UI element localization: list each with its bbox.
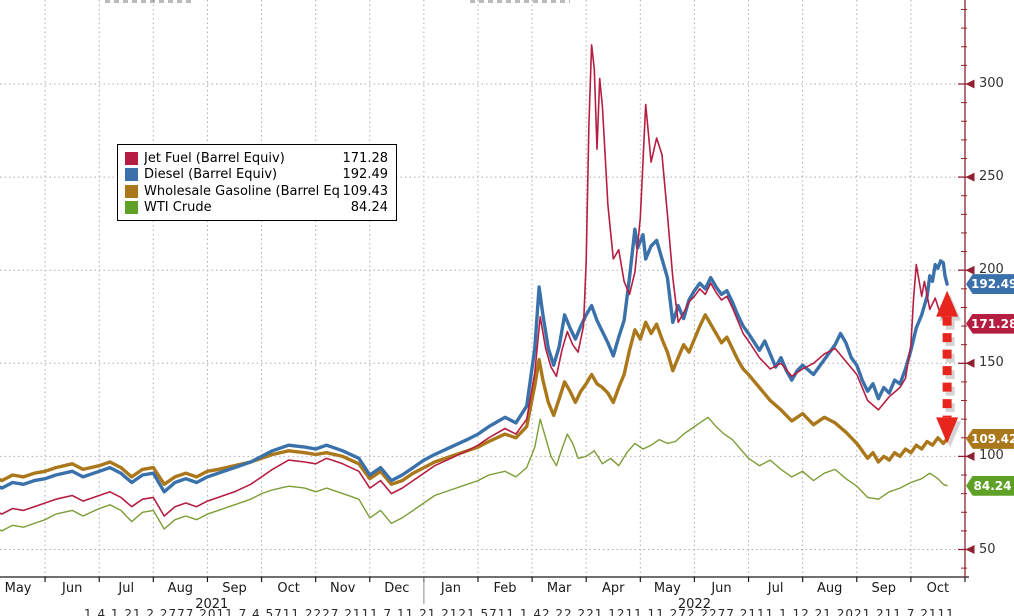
x-tick-label: Nov <box>330 581 356 596</box>
chart-legend: Jet Fuel (Barrel Equiv) 171.28 Diesel (Bar… <box>117 144 397 221</box>
cropped-footer-text: 1 4 1 21 2 2777 2011 7 4 5711 2227 2111 … <box>84 607 955 616</box>
legend-swatch-icon <box>125 151 138 165</box>
legend-series-label: Diesel (Barrel Equiv) <box>144 167 278 183</box>
legend-series-label: Wholesale Gasoline (Barrel Equiv) <box>144 183 339 199</box>
x-tick-label: Jun <box>62 581 83 596</box>
x-tick-label: Aug <box>167 581 194 596</box>
x-tick-label: Mar <box>546 581 572 596</box>
y-tick-label: 200 <box>979 262 1004 278</box>
series-line-wholesale-gasoline-barrel-equiv <box>0 313 949 486</box>
price-badge: 84.24 <box>966 475 1014 496</box>
y-axis <box>958 0 975 577</box>
series-line-diesel-barrel-equiv <box>0 227 949 494</box>
x-tick-label: Feb <box>493 581 517 596</box>
legend-swatch-icon <box>125 168 138 182</box>
legend-series-value: 109.43 <box>342 183 389 199</box>
year-label: 2021 <box>195 597 229 612</box>
x-tick-label: Sep <box>871 581 897 596</box>
year-label: 2022 <box>677 597 711 612</box>
x-tick-label: Oct <box>277 581 300 596</box>
y-tick-label: 100 <box>979 448 1004 464</box>
series-line-jet-fuel-barrel-equiv <box>0 44 948 517</box>
grid-lines <box>0 0 965 577</box>
x-axis <box>0 576 969 604</box>
legend-item: Diesel (Barrel Equiv) 192.49 <box>125 167 388 184</box>
legend-item: WTI Crude 84.24 <box>125 200 388 217</box>
legend-series-label: WTI Crude <box>144 200 212 216</box>
cropped-title-remnant <box>105 0 193 3</box>
legend-series-label: Jet Fuel (Barrel Equiv) <box>144 150 285 166</box>
price-badge: 192.49 <box>966 274 1014 295</box>
x-tick-label: Jul <box>118 581 135 596</box>
x-tick-label: Aug <box>817 581 843 596</box>
y-tick-label: 250 <box>979 169 1004 185</box>
x-tick-label: Jun <box>711 581 732 596</box>
x-tick-label: May <box>653 581 681 596</box>
x-tick-label: May <box>4 581 32 596</box>
legend-series-value: 192.49 <box>342 167 389 183</box>
x-tick-label: Dec <box>384 581 410 596</box>
y-tick-label: 300 <box>979 76 1004 91</box>
price-badge: 109.42 <box>966 428 1014 449</box>
x-tick-label: Apr <box>602 581 625 596</box>
series-line-wti-crude <box>0 416 948 532</box>
y-tick-label: 50 <box>979 541 996 557</box>
legend-item: Jet Fuel (Barrel Equiv) 171.28 <box>125 150 388 167</box>
legend-series-value: 84.24 <box>350 200 388 216</box>
x-tick-label: Sep <box>222 581 247 596</box>
cropped-title-remnant <box>470 0 570 3</box>
y-tick-label: 150 <box>979 355 1004 371</box>
spread-arrow-annotation <box>936 290 962 448</box>
legend-item: Wholesale Gasoline (Barrel Equiv)109.43 <box>125 183 388 200</box>
x-tick-label: Jan <box>440 581 461 596</box>
legend-swatch-icon <box>125 201 138 215</box>
price-badge: 171.28 <box>966 313 1014 334</box>
legend-swatch-icon <box>125 184 138 198</box>
x-tick-label: Jul <box>767 581 784 596</box>
x-tick-label: Oct <box>926 581 950 596</box>
legend-series-value: 171.28 <box>342 150 389 166</box>
